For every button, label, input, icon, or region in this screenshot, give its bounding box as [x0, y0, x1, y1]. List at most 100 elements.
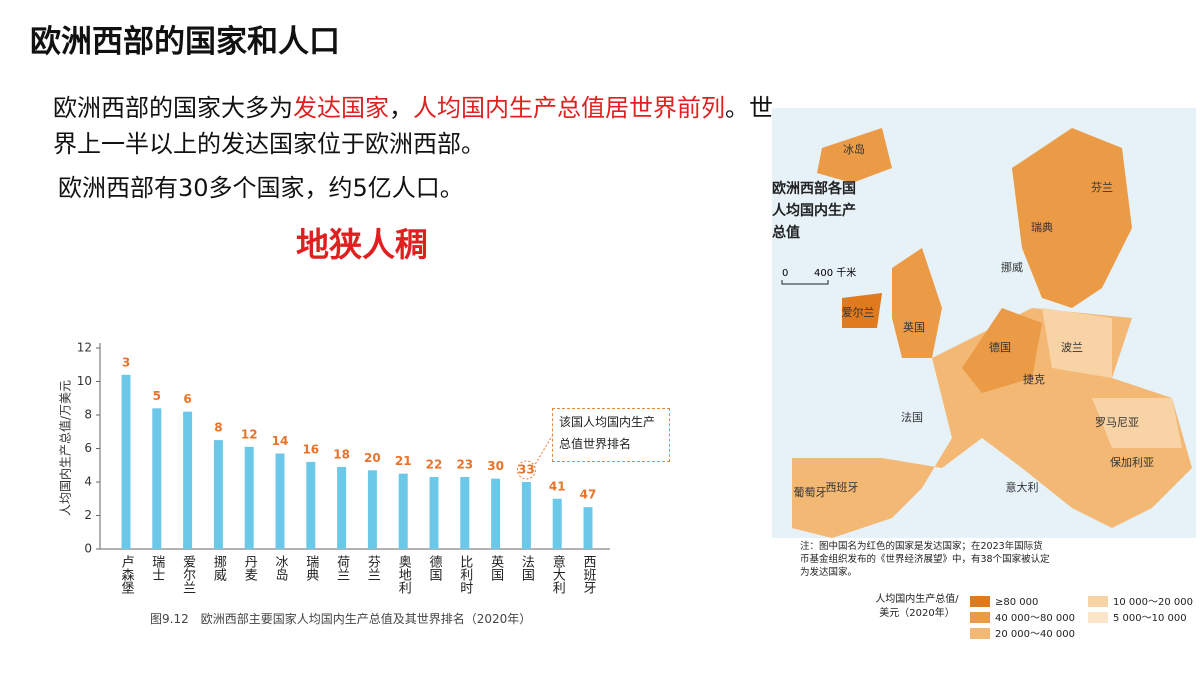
country-label: 挪威 — [1001, 260, 1023, 274]
legend-label: ≥80 000 — [995, 597, 1038, 608]
country-label: 德国 — [989, 340, 1011, 354]
legend-swatch — [1088, 612, 1108, 623]
rank-highlight — [516, 460, 536, 480]
bar — [398, 473, 408, 549]
land — [1092, 398, 1182, 448]
annotation: 该国人均国内生产总值世界排名 — [552, 408, 670, 462]
bar — [583, 507, 593, 549]
bar — [244, 446, 254, 549]
y-tick-label: 12 — [77, 341, 92, 355]
country-label: 葡萄牙 — [794, 486, 827, 499]
highlight: 地狭人稠 — [296, 225, 428, 264]
x-tick-label: 西班牙 — [581, 555, 597, 594]
rank-label: 41 — [549, 479, 566, 493]
map-title-box: 欧洲西部各国人均国内生产总值 — [772, 181, 856, 241]
legend-swatch — [970, 612, 990, 623]
bar — [306, 461, 316, 549]
rank-label: 6 — [183, 392, 191, 406]
bar — [183, 411, 193, 549]
country-label: 瑞典 — [1031, 220, 1053, 234]
land — [817, 128, 892, 183]
rank-label: 12 — [241, 427, 258, 441]
y-axis-label: 人均国内生产总值/万美元 — [58, 380, 73, 516]
bar — [121, 374, 131, 549]
x-tick-label: 瑞士 — [149, 555, 165, 581]
text-run: 发达国家 — [293, 94, 389, 122]
country-label: 芬兰 — [1091, 181, 1113, 194]
scale-label: 0 — [782, 268, 788, 279]
bar-chart: 0 2 4 6 8 10 12 人均国内生产总值/万美元 3 卢森堡 5 瑞士 6 爱尔兰 8 挪威 12 丹麦 1… — [58, 341, 610, 594]
rank-label: 20 — [364, 451, 381, 465]
country-label: 爱尔兰 — [842, 306, 875, 319]
x-tick-label: 比利时 — [457, 555, 473, 594]
country-label: 法国 — [901, 410, 923, 424]
y-tick-label: 6 — [84, 441, 92, 455]
rank-label: 5 — [153, 389, 161, 403]
callout-line — [534, 435, 553, 465]
legend-label: 40 000～80 000 — [995, 613, 1075, 624]
rank-label: 16 — [302, 442, 319, 456]
x-tick-label: 奥地利 — [396, 555, 412, 594]
text-run: ， — [389, 94, 413, 122]
land — [842, 293, 882, 328]
x-tick-label: 爱尔兰 — [180, 555, 196, 594]
legend-swatch — [970, 628, 990, 639]
y-tick-label: 2 — [84, 508, 92, 522]
text-run: 。世界上一半以上的发达国家位于欧洲西部。 — [53, 94, 773, 158]
legend-swatch — [970, 596, 990, 607]
land — [792, 458, 892, 538]
legend-swatch — [1088, 596, 1108, 607]
legend-label: 20 000～40 000 — [995, 629, 1075, 640]
land — [1042, 308, 1112, 378]
x-tick-label: 意大利 — [550, 554, 566, 594]
x-tick-label: 英国 — [488, 555, 504, 581]
bar — [367, 470, 377, 549]
caption: 图9.12 欧洲西部主要国家人均国内生产总值及其世界排名（2020年） — [150, 612, 532, 626]
rank-label: 21 — [395, 454, 412, 468]
paragraph: 欧洲西部有30多个国家，约5亿人口。 — [58, 170, 758, 206]
bar — [213, 440, 223, 549]
country-label: 西班牙 — [826, 481, 859, 494]
x-tick-label: 法国 — [519, 555, 535, 581]
note-box: 注：图中国名为红色的国家是发达国家；在2023年国际货币基金组织发布的《世界经济… — [800, 541, 1050, 578]
x-tick-label: 芬兰 — [365, 555, 381, 581]
map-note: 注：图中国名为红色的国家是发达国家；在2023年国际货币基金组织发布的《世界经济… — [800, 541, 1050, 578]
text-run: 欧洲西部有30多个国家，约5亿人口。 — [58, 174, 464, 202]
land — [962, 308, 1042, 393]
legend-label: 5 000～10 000 — [1113, 613, 1187, 624]
text-run: 人均国内生产总值居世界前列 — [413, 94, 725, 122]
legend-label: 10 000～20 000 — [1113, 597, 1193, 608]
bar — [521, 482, 531, 549]
y-tick-label: 4 — [84, 475, 92, 489]
map-title: 欧洲西部各国人均国内生产总值 — [772, 181, 856, 241]
land — [1012, 128, 1132, 308]
bar — [152, 408, 162, 549]
rank-label: 30 — [487, 459, 504, 473]
country-label: 罗马尼亚 — [1095, 416, 1139, 429]
x-tick-label: 德国 — [427, 555, 443, 581]
rank-label: 8 — [214, 421, 222, 435]
scale-label: 400 千米 — [814, 266, 856, 279]
x-tick-label: 冰岛 — [273, 555, 289, 581]
land — [892, 248, 942, 358]
rank-label: 23 — [456, 457, 473, 471]
bar — [491, 478, 501, 549]
rank-label: 47 — [580, 488, 597, 502]
rank-label: 18 — [333, 447, 350, 461]
y-tick-label: 8 — [84, 408, 92, 422]
bar — [460, 476, 470, 549]
rank-label: 33 — [518, 463, 535, 477]
country-label: 冰岛 — [843, 142, 865, 156]
scale-bar — [781, 280, 829, 285]
y-tick-label: 10 — [77, 374, 92, 388]
text-run: 欧洲西部的国家大多为 — [53, 94, 293, 122]
country-label: 意大利 — [1006, 480, 1039, 494]
bar — [552, 498, 562, 549]
x-tick-label: 卢森堡 — [119, 554, 135, 594]
rank-label: 3 — [122, 355, 130, 369]
legend-title-box: 人均国内生产总值/美元（2020年） — [875, 594, 958, 619]
bar — [275, 453, 285, 549]
x-tick-label: 挪威 — [211, 555, 227, 581]
